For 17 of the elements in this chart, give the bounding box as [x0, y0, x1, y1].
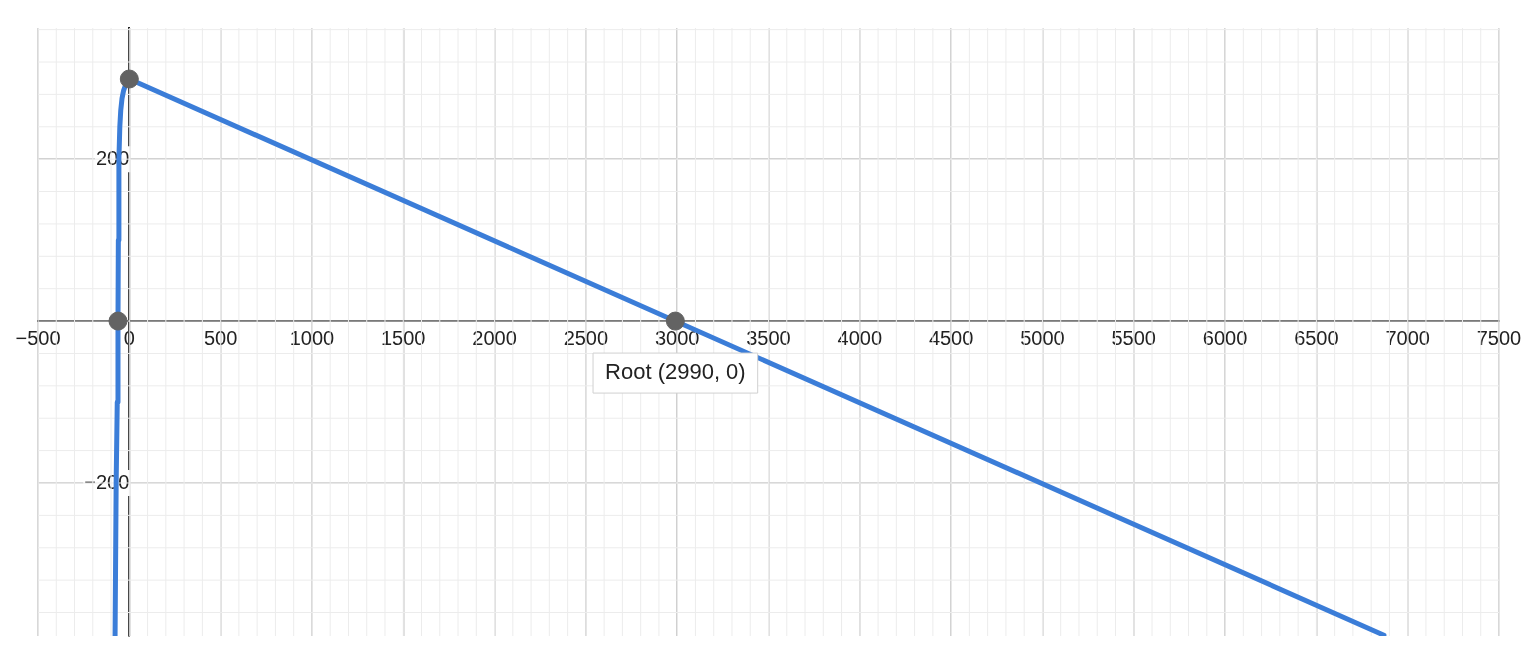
- x-tick-label: 2500: [563, 326, 609, 349]
- x-tick-label: 1500: [381, 326, 426, 349]
- x-tick-label: 7000: [1385, 326, 1430, 349]
- x-tick-label: 4500: [928, 326, 974, 349]
- x-tick-label: 1000: [289, 326, 335, 349]
- x-tick-label: 5000: [1020, 326, 1065, 349]
- x-tick-label: 6500: [1294, 326, 1339, 349]
- x-tick-label: 3500: [746, 326, 791, 349]
- x-tick-label: 2000: [472, 326, 517, 349]
- x-tick-label: 7500: [1476, 326, 1522, 349]
- x-tick-label: −500: [15, 326, 61, 349]
- x-tick-label: 5500: [1111, 326, 1156, 349]
- x-tick-label: 3000: [654, 326, 700, 349]
- x-tick-label: 6000: [1202, 326, 1248, 349]
- x-tick-label: 500: [203, 326, 238, 349]
- x-tick-label: 4000: [837, 326, 883, 349]
- annotation: Root (2990, 0): [605, 359, 746, 385]
